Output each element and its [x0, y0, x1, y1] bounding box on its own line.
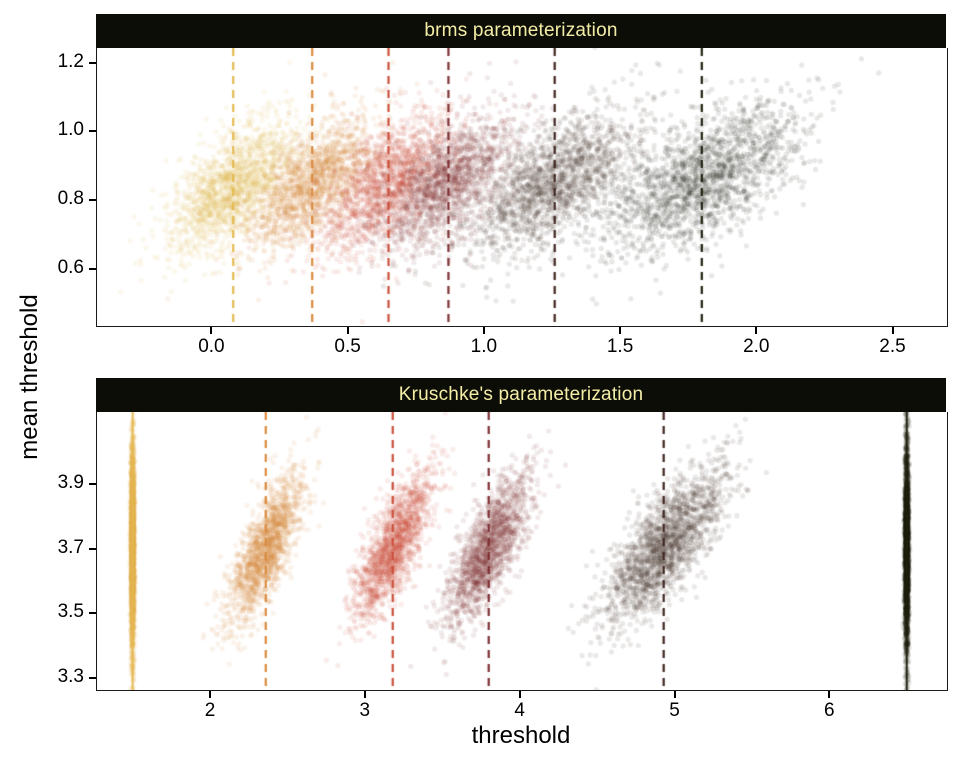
- y-tick-label: 1.0: [57, 119, 84, 141]
- x-tick-mark: [673, 691, 676, 698]
- y-tick-mark: [89, 199, 96, 201]
- x-tick-label: 3: [359, 700, 371, 721]
- x-tick-mark: [518, 691, 521, 698]
- y-tick-label: 3.5: [57, 601, 84, 623]
- x-tick-label: 2.0: [743, 336, 770, 357]
- scatter-plot-kruschke: [96, 412, 948, 691]
- y-tick-label: 1.2: [57, 50, 84, 72]
- x-tick-label: 4: [514, 700, 525, 721]
- x-tick-label: 0.0: [198, 336, 225, 357]
- x-tick-label: 5: [669, 700, 680, 721]
- x-tick-mark: [828, 691, 831, 698]
- y-tick-mark: [89, 547, 96, 550]
- y-tick-label: 3.3: [57, 666, 84, 688]
- y-tick-mark: [89, 267, 96, 270]
- x-tick-mark: [619, 327, 622, 334]
- panel-title-kruschke: Kruschke's parameterization: [398, 384, 644, 405]
- y-tick-mark: [89, 677, 96, 680]
- y-tick-mark: [89, 612, 96, 615]
- panel-title-brms: brms parameterization: [424, 20, 618, 41]
- x-tick-mark: [209, 691, 212, 698]
- x-tick-mark: [891, 327, 894, 334]
- x-tick-label: 2: [204, 700, 216, 721]
- y-tick-label: 3.9: [57, 472, 84, 494]
- x-tick-label: 1.5: [606, 336, 634, 357]
- x-tick-mark: [755, 327, 758, 334]
- x-tick-mark: [346, 327, 349, 334]
- x-tick-mark: [363, 691, 366, 698]
- panel-title-strip-kruschke: Kruschke's parameterization: [96, 378, 946, 412]
- y-tick-label: 0.8: [57, 188, 84, 209]
- panel-kruschke: Kruschke's parameterization 2 3 4 5 6 3.3 3.5 3…: [58, 378, 948, 721]
- y-tick-mark: [89, 130, 96, 133]
- y-tick-label: 3.7: [57, 536, 84, 558]
- panel-title-strip-brms: brms parameterization: [96, 14, 946, 48]
- x-axis-label: threshold: [471, 722, 571, 749]
- x-tick-label: 6: [824, 700, 835, 721]
- scatter-plot-brms: [96, 48, 948, 327]
- x-tick-label: 1.0: [470, 336, 498, 357]
- x-tick-label: 2.5: [879, 336, 906, 357]
- x-tick-label: 0.5: [334, 336, 361, 357]
- y-tick-label: 0.6: [57, 256, 84, 278]
- x-tick-mark: [210, 327, 213, 334]
- y-tick-mark: [89, 483, 96, 486]
- y-axis-label: mean threshold: [16, 294, 43, 460]
- y-tick-mark: [89, 61, 96, 64]
- panel-brms: brms parameterization 0.0 0.5 1.0 1.5 2.0 2.5…: [58, 14, 948, 357]
- x-tick-mark: [482, 327, 485, 334]
